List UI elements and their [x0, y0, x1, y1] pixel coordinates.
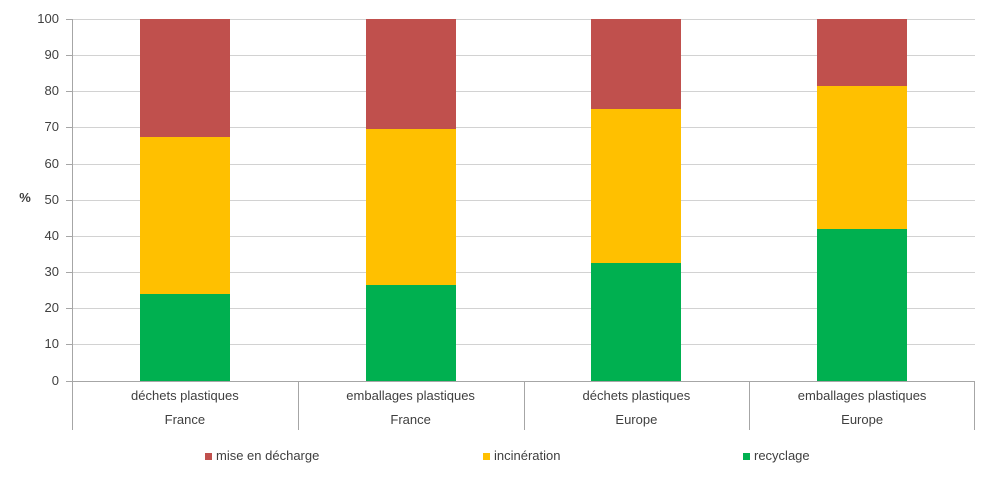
recycling-legend-swatch-icon: [743, 452, 750, 460]
bar-segment: [817, 228, 908, 381]
category-separator: [297, 381, 299, 430]
y-tick-label: 60: [44, 155, 59, 171]
gridline: [72, 91, 975, 93]
bar-segment: [591, 263, 682, 381]
bar-segment: [365, 284, 456, 381]
bar-3: [591, 19, 682, 381]
y-axis-tick-labels: 0 10 20 30 40 50 60 70 80 90 100: [0, 11, 60, 388]
y-tick-mark: [66, 127, 72, 129]
y-tick-mark: [66, 19, 72, 20]
gridline: [72, 235, 975, 237]
category-separator: [523, 381, 525, 430]
y-tick-label: 30: [44, 264, 59, 280]
y-tick-label: 40: [44, 227, 59, 243]
gridline: [72, 272, 975, 274]
y-tick-mark: [66, 199, 72, 201]
category-axis-right-edge: [974, 381, 975, 430]
gridline: [72, 344, 975, 346]
category-group-label: France: [164, 412, 206, 427]
category-label: emballages plastiques: [797, 388, 927, 403]
legend: mise en décharge incinération recyclage: [0, 446, 1000, 466]
y-axis-title: %: [19, 190, 31, 205]
gridline: [72, 55, 975, 57]
category-group-label: France: [390, 412, 431, 427]
x-axis-line: [66, 380, 975, 382]
category-cell: emballages plastiques Europe: [749, 381, 975, 430]
legend-label: recyclage: [754, 448, 810, 463]
legend-item-recycling: recyclage: [743, 446, 810, 466]
plot-area: [72, 19, 975, 381]
y-tick-mark: [66, 163, 72, 165]
category-group-label: Europe: [615, 412, 658, 427]
bar-segment: [817, 85, 908, 229]
y-tick-label: 10: [44, 336, 59, 352]
bar-4: [817, 19, 908, 381]
bar-segment: [139, 136, 230, 294]
bar-segment: [591, 19, 682, 110]
bar-segment: [139, 293, 230, 381]
gridline: [72, 127, 975, 129]
y-tick-label: 100: [37, 11, 59, 26]
bar-segment: [817, 19, 908, 86]
category-cell: emballages plastiques France: [298, 381, 524, 430]
y-tick-label: 90: [44, 47, 59, 63]
y-tick-label: 80: [44, 83, 59, 99]
y-tick-mark: [66, 235, 72, 237]
y-tick-label: 70: [44, 119, 59, 135]
bar-1: [139, 19, 230, 381]
bar-segment: [139, 19, 230, 137]
legend-label: incinération: [494, 448, 561, 463]
legend-label: mise en décharge: [216, 448, 320, 463]
y-axis-line: [72, 19, 73, 430]
y-tick-mark: [66, 55, 72, 57]
landfill-legend-swatch-icon: [205, 452, 212, 460]
y-tick-mark: [66, 91, 72, 93]
category-separator: [749, 381, 751, 430]
bar-segment: [591, 109, 682, 264]
y-tick-label: 50: [44, 191, 59, 207]
category-cell: déchets plastiques France: [72, 381, 298, 430]
bar-segment: [365, 129, 456, 285]
legend-item-landfill: mise en décharge: [205, 446, 319, 466]
gridline: [72, 163, 975, 165]
bar-segment: [365, 19, 456, 130]
category-label: déchets plastiques: [131, 388, 239, 403]
category-cell: déchets plastiques Europe: [524, 381, 750, 430]
category-label: emballages plastiques: [346, 388, 475, 403]
y-tick-mark: [66, 308, 72, 310]
bar-2: [365, 19, 456, 381]
incineration-legend-swatch-icon: [483, 452, 490, 460]
category-label: déchets plastiques: [582, 388, 691, 403]
legend-item-incineration: incinération: [483, 446, 561, 466]
gridline: [72, 199, 975, 201]
category-axis: déchets plastiques France emballages plast…: [72, 381, 975, 430]
y-tick-mark: [66, 344, 72, 346]
y-tick-mark: [66, 272, 72, 274]
y-tick-label: 20: [44, 300, 59, 316]
y-tick-label: 0: [51, 372, 59, 388]
category-group-label: Europe: [841, 412, 884, 427]
gridline: [72, 19, 975, 20]
gridline: [72, 308, 975, 310]
